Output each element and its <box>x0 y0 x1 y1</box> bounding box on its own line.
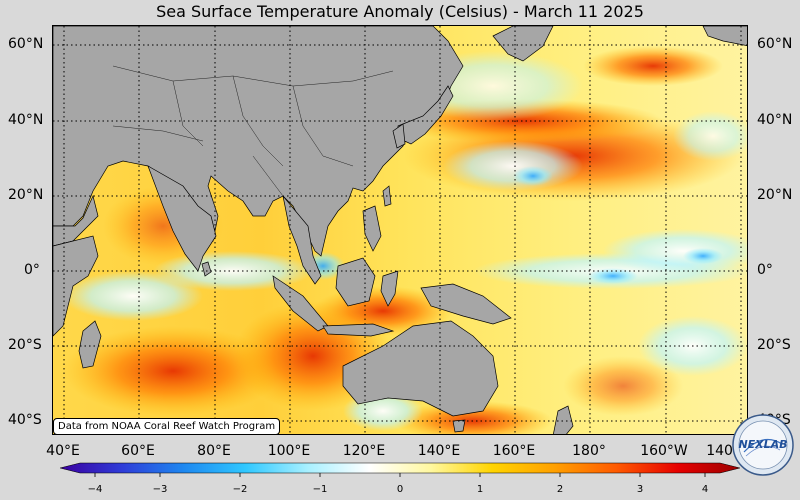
colorbar-tick-label: −3 <box>152 484 168 495</box>
lat-label-left: 20°N <box>8 187 44 203</box>
data-attribution: Data from NOAA Coral Reef Watch Program <box>53 418 281 435</box>
lon-label: 40°E <box>46 443 80 459</box>
lon-label: 160°W <box>640 443 688 459</box>
land-tasmania <box>452 419 466 433</box>
lon-label: 80°E <box>197 443 231 459</box>
colorbar-tick-label: 3 <box>636 484 644 495</box>
lat-label-right: 0° <box>757 262 773 278</box>
lat-label-right: 60°N <box>757 36 793 52</box>
lon-label: 140°E <box>417 443 461 459</box>
lat-label-left: 40°S <box>8 412 42 428</box>
map-svg <box>53 26 747 434</box>
colorbar-tick-label: −4 <box>87 484 103 495</box>
lon-label: 120°E <box>342 443 386 459</box>
map-title: Sea Surface Temperature Anomaly (Celsius… <box>156 2 644 21</box>
nexlab-logo: NEXLAB <box>732 414 794 476</box>
lat-label-right: 20°S <box>757 337 791 353</box>
land-indochina <box>282 195 322 285</box>
graticule <box>53 26 747 434</box>
colorbar-tick-label: 1 <box>476 484 484 495</box>
colorbar-tick-label: −2 <box>232 484 248 495</box>
land-kamchatka <box>492 26 554 62</box>
lat-label-left: 20°S <box>8 337 42 353</box>
lat-label-right: 40°N <box>757 112 793 128</box>
land-masses <box>53 26 747 434</box>
lon-label: 160°E <box>492 443 536 459</box>
colorbar-bar <box>60 462 740 474</box>
land-philippines <box>362 205 382 252</box>
land-sumatra <box>272 275 329 332</box>
colorbar-tick-label: 4 <box>701 484 709 495</box>
land-alaska <box>702 26 747 46</box>
land-sulawesi <box>380 270 399 307</box>
land-india <box>147 165 217 272</box>
colorbar-tick-label: −1 <box>312 484 328 495</box>
map-area <box>52 25 748 435</box>
lon-label: 180° <box>572 443 606 459</box>
logo-text: NEXLAB <box>738 438 787 451</box>
colorbar-tick-label: 0 <box>396 484 404 495</box>
colorbar <box>60 462 740 477</box>
country-borders <box>112 65 394 197</box>
lat-label-left: 60°N <box>8 36 44 52</box>
land-madagascar <box>78 320 102 369</box>
lon-label: 60°E <box>121 443 155 459</box>
lon-label: 100°E <box>267 443 311 459</box>
lat-label-left: 0° <box>24 262 40 278</box>
land-sri-lanka <box>201 261 212 277</box>
lat-label-right: 20°N <box>757 187 793 203</box>
land-new-zealand <box>553 405 574 434</box>
colorbar-tick-label: 2 <box>556 484 564 495</box>
land-korea <box>392 123 406 149</box>
lat-label-left: 40°N <box>8 112 44 128</box>
land-australia <box>342 320 499 417</box>
land-new-guinea <box>420 283 512 325</box>
colorbar-ticks <box>94 473 706 477</box>
